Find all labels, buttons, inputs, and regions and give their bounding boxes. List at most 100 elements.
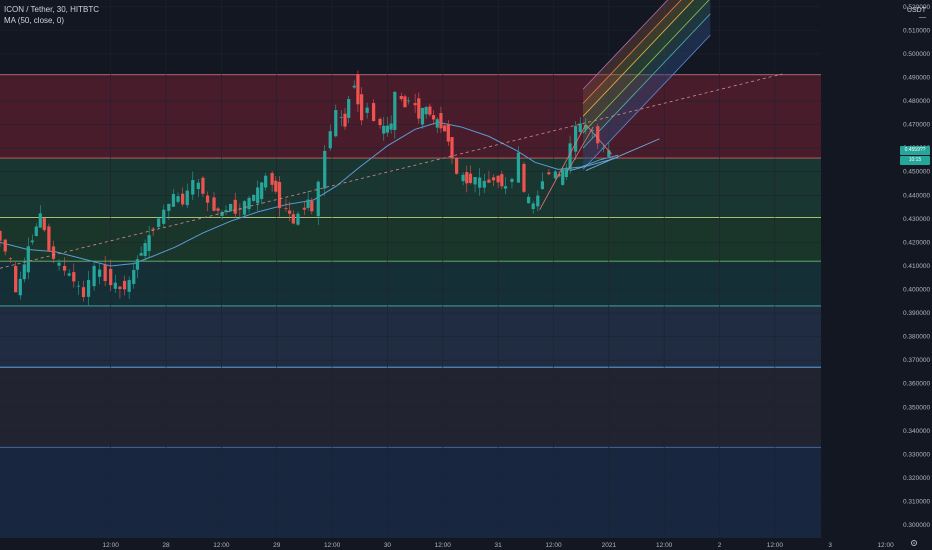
candle-body (196, 182, 200, 190)
price-axis-label: 0.420000 (903, 239, 930, 246)
candle-body (468, 173, 473, 183)
time-axis-label: 12:00 (324, 542, 341, 549)
candle-body (443, 125, 447, 132)
candle-body (191, 180, 195, 195)
candle-body (72, 272, 76, 282)
candle-body (8, 258, 13, 260)
candle-body (482, 180, 486, 188)
price-axis-label: 0.410000 (903, 263, 930, 270)
candle-body (431, 115, 436, 120)
candle-body (132, 270, 136, 284)
candle-body (553, 171, 557, 179)
candle-body (216, 208, 220, 211)
candle-body (371, 103, 376, 121)
price-axis-label: 0.300000 (903, 522, 930, 529)
price-axis-label: 0.480000 (903, 98, 930, 105)
candle-body (343, 113, 347, 127)
candle-body (291, 214, 295, 224)
candle-body (109, 268, 113, 286)
candle-body (98, 269, 102, 277)
candle-body (67, 273, 71, 276)
price-axis-label: 0.470000 (903, 122, 930, 129)
candle-body (420, 107, 425, 125)
gear-icon[interactable] (909, 538, 919, 548)
fib-zone (0, 447, 821, 540)
price-axis-label: 0.310000 (903, 498, 930, 505)
symbol-title[interactable]: ICON / Tether, 30, HITBTC (4, 5, 99, 14)
time-axis-label: 2 (718, 542, 722, 549)
candle-body (0, 230, 2, 241)
price-axis-label: 0.350000 (903, 404, 930, 411)
indicator-label[interactable]: MA (50, close, 0) (4, 16, 65, 25)
price-axis-label: 0.330000 (903, 451, 930, 458)
candle-body (557, 174, 561, 177)
candle-body (435, 119, 439, 128)
price-axis-label: 0.500000 (903, 51, 930, 58)
candle-body (86, 279, 91, 297)
candle-body (42, 218, 46, 231)
candle-body (3, 239, 7, 252)
candle-body (347, 99, 351, 118)
candle-body (22, 264, 26, 280)
currency-label[interactable]: USDT — (907, 7, 926, 21)
candle-body (238, 208, 242, 210)
candle-body (270, 173, 274, 185)
price-axis-label: 0.340000 (903, 428, 930, 435)
time-axis-label: 28 (162, 542, 170, 549)
trend-lines[interactable] (0, 73, 783, 269)
candle-body (522, 163, 526, 192)
candle-body (531, 203, 535, 210)
candle-body (561, 169, 565, 185)
candle-body (356, 74, 360, 105)
candle-body (328, 131, 332, 149)
candle-body (220, 212, 224, 216)
candle-body (382, 125, 386, 134)
candle-body (478, 177, 482, 188)
candle-body (284, 207, 288, 209)
candle-body (171, 193, 176, 207)
candle-body (143, 243, 147, 256)
candle-body (491, 177, 496, 181)
candle-body (455, 158, 459, 174)
candle-body (450, 137, 454, 159)
time-axis-label: 31 (495, 542, 503, 549)
candle-body (14, 266, 18, 293)
channel-line (582, 34, 711, 170)
candle-body (38, 213, 42, 228)
candle-body (413, 103, 417, 106)
candle-body (601, 147, 605, 149)
candle-body (57, 262, 61, 266)
candle-body (47, 226, 51, 252)
currency-dash: — (919, 14, 926, 21)
candle-body (378, 118, 382, 126)
candle-body (264, 175, 268, 188)
candle-body (205, 195, 210, 203)
channel-drawing[interactable] (582, 0, 711, 170)
fib-zones (0, 74, 821, 540)
candle-body (306, 199, 310, 208)
grid-lines (0, 0, 886, 538)
candle-body (147, 235, 151, 251)
time-axis-label: 30 (384, 542, 392, 549)
candle-body (465, 172, 469, 184)
candle-body (302, 207, 307, 210)
price-axis-label: 0.380000 (903, 334, 930, 341)
countdown-tag: 10:15 (900, 156, 930, 165)
candle-body (526, 196, 531, 204)
candle-body (574, 126, 578, 152)
price-axis-label: 0.360000 (903, 381, 930, 388)
candle-body (352, 85, 356, 88)
candle-body (167, 203, 171, 211)
candle-body (92, 265, 96, 287)
price-axis-label: 0.450000 (903, 169, 930, 176)
candle-body (510, 178, 514, 182)
time-axis (0, 538, 932, 550)
candle-body (359, 94, 364, 121)
candle-body (403, 96, 407, 108)
candle-body (185, 190, 189, 206)
candle-body (113, 282, 117, 289)
candle-body (496, 175, 500, 183)
candle-body (18, 278, 22, 296)
